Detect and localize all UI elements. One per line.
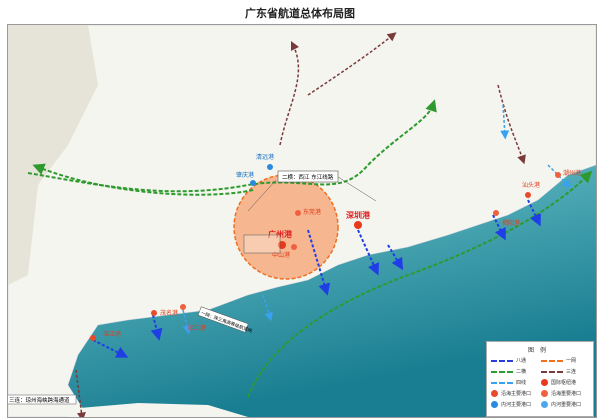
legend-item-inland-important: 内河重要港口 — [541, 401, 589, 408]
callout-qiongzhou: 三连：琼州海峡跨海通道 — [9, 396, 70, 404]
port-marker — [250, 180, 256, 186]
legend-item-hub-port: 国际枢纽港 — [541, 379, 589, 386]
batong-route — [150, 314, 163, 341]
legend-item-coastal-main: 沿海主要港口 — [491, 390, 539, 397]
batong-route — [527, 199, 541, 227]
port-icon — [491, 390, 498, 397]
port-marker — [267, 164, 273, 170]
legend-item-batong: 八通 — [491, 357, 539, 364]
sixian-route — [182, 309, 192, 335]
port-label-chaozhou: 潮州港 — [563, 169, 581, 177]
legend-item-sanlian: 三连 — [541, 368, 589, 375]
port-icon — [491, 401, 498, 408]
legend-item-erheng: 二横 — [491, 368, 539, 375]
port-marker — [555, 172, 561, 178]
legend-label: 一网 — [566, 358, 577, 364]
port-marker — [151, 310, 157, 316]
batong-route — [387, 244, 404, 271]
ports: 广州港 深圳港 东莞港 中山港 清远港 肇庆港 湛江港 茂名港 阳江港 汕头港 … — [90, 153, 581, 341]
sanlian-ne-route — [307, 32, 397, 96]
port-icon — [541, 401, 548, 408]
erheng-west-route — [27, 99, 437, 193]
port-label-yangjiang: 阳江港 — [188, 324, 206, 332]
line-swatch — [541, 370, 563, 373]
port-label-zhanjiang: 湛江港 — [103, 330, 121, 338]
sanlian-north-route — [279, 40, 300, 146]
legend-item-yiwang: 一网 — [541, 357, 589, 364]
port-marker — [90, 335, 96, 341]
port-label-qingyuan: 清远港 — [256, 153, 274, 161]
legend-item-inland-main: 内河主要港口 — [491, 401, 539, 408]
port-marker — [291, 244, 297, 250]
batong-routes — [92, 199, 541, 358]
port-icon — [541, 390, 548, 397]
port-icon — [541, 379, 548, 386]
guangxi-region — [8, 25, 98, 285]
legend-label: 沿海主要港口 — [501, 391, 532, 397]
legend-item-coastal-important: 沿海重要港口 — [541, 390, 589, 397]
sixian-route — [262, 294, 273, 322]
port-marker — [180, 304, 186, 310]
port-label-guangzhou: 广州港 — [268, 229, 293, 239]
line-swatch — [541, 359, 563, 362]
legend-label: 四线 — [516, 380, 527, 386]
legend-label: 内河主要港口 — [501, 402, 532, 408]
port-label-shenzhen: 深圳港 — [346, 210, 371, 220]
sanlian-qiongzhou-route — [75, 369, 86, 417]
sixian-routes — [182, 104, 572, 335]
legend-label: 三连 — [566, 369, 577, 375]
port-marker — [493, 210, 499, 216]
port-label-jieyang: 揭阳港 — [502, 219, 520, 227]
sanlian-east-route — [497, 84, 526, 165]
port-marker — [354, 221, 362, 229]
batong-route — [357, 229, 380, 276]
port-label-maoming: 茂名港 — [160, 309, 178, 317]
legend: 图例 八通 一网 二横 三连 四线 国际枢纽港 沿海主要港口 沿海重要港口 内河… — [486, 341, 594, 417]
legend-item-sixian: 四线 — [491, 379, 539, 386]
map-title: 广东省航道总体布局图 — [245, 7, 355, 20]
sixian-route — [500, 104, 510, 140]
legend-label: 内河重要港口 — [551, 402, 582, 408]
port-marker — [525, 192, 531, 198]
legend-title: 图例 — [527, 347, 552, 354]
erheng-coast-route — [247, 170, 593, 398]
port-label-zhongshan: 中山港 — [272, 251, 290, 259]
hainan-coast — [68, 403, 248, 417]
line-swatch — [491, 359, 513, 362]
legend-label: 沿海重要港口 — [551, 391, 582, 397]
port-marker — [295, 210, 301, 216]
line-swatch — [491, 381, 513, 384]
legend-label: 二横 — [516, 369, 527, 375]
batong-route — [92, 339, 129, 358]
port-label-dongguan: 东莞港 — [303, 208, 321, 216]
line-swatch — [491, 370, 513, 373]
legend-label: 八通 — [516, 358, 527, 364]
batong-route — [492, 214, 506, 241]
callout-xijiang-dongjiang: 二横：西江 东江线路 — [282, 173, 334, 181]
erheng-west-arrow — [32, 163, 254, 196]
legend-label: 国际枢纽港 — [551, 380, 577, 386]
batong-route — [307, 229, 331, 296]
port-label-zhaoqing: 肇庆港 — [236, 171, 254, 179]
port-label-shantou: 汕头港 — [522, 181, 540, 189]
